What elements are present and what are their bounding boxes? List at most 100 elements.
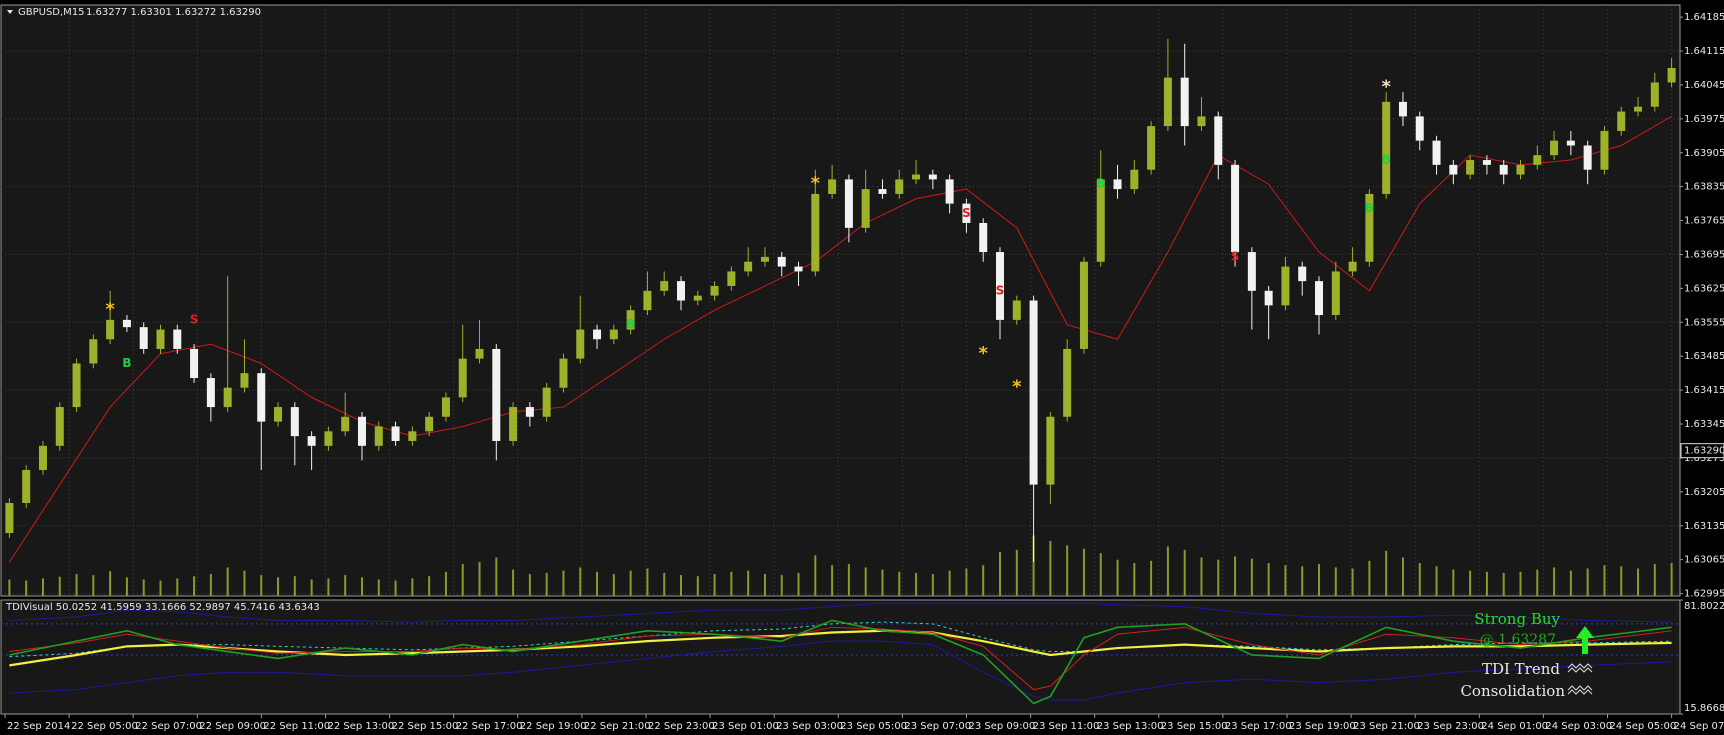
candle-body: [1298, 266, 1307, 282]
candle-body: [945, 179, 954, 204]
indicator-title: TDIVisual 50.0252 41.5959 33.1666 52.989…: [5, 602, 320, 613]
x-tick-label: 22 Sep 13:00: [328, 721, 395, 732]
x-tick-label: 22 Sep 21:00: [584, 721, 651, 732]
x-tick-label: 24 Sep 03:00: [1545, 721, 1612, 732]
candle-body: [525, 407, 534, 417]
x-tick-label: 23 Sep 09:00: [969, 721, 1036, 732]
x-tick-label: 23 Sep 03:00: [776, 721, 843, 732]
y-tick-label: 1.63835: [1684, 182, 1724, 193]
signal: Strong Buy: [1474, 610, 1560, 628]
x-tick-label: 22 Sep 15:00: [392, 721, 459, 732]
y-tick-label: 1.63485: [1684, 351, 1724, 362]
signal-marker: S: [996, 283, 1005, 297]
candle-body: [1281, 266, 1290, 306]
candle-body: [290, 407, 299, 437]
signal-marker: *: [1012, 377, 1022, 398]
x-tick-label: 22 Sep 19:00: [520, 721, 587, 732]
signal-marker: *: [105, 299, 115, 320]
plot-layer: 1.64185 1.64115 1.64045 1.63975 1.63905 1.638…: [1, 5, 1724, 732]
candle-body: [1415, 116, 1424, 141]
quote: 1.63277 1.63301 1.63272 1.63290: [86, 7, 261, 18]
menu-arrow: [7, 10, 13, 14]
candle-body: [1650, 82, 1659, 107]
x-tick-label: 22 Sep 17:00: [456, 721, 523, 732]
candle-body: [593, 329, 602, 340]
candle-body: [391, 426, 400, 441]
signal-marker: S: [962, 206, 971, 220]
candle-body: [1113, 179, 1122, 190]
candle-body: [1147, 126, 1156, 170]
candle-body: [139, 327, 148, 349]
candle-body: [1382, 101, 1391, 194]
candle-body: [1516, 164, 1525, 175]
indicator-line: [9, 619, 1672, 705]
candle-body: [257, 373, 266, 422]
candle-body: [962, 203, 971, 223]
candle-body: [1163, 77, 1172, 127]
candle-body: [1180, 77, 1189, 127]
candle-body: [492, 348, 501, 441]
x-tick-label: 22 Sep 2014: [7, 721, 70, 732]
signal-marker: B: [1382, 153, 1391, 167]
candle-body: [861, 189, 870, 228]
y-tick-label: 15.8668: [1684, 703, 1724, 714]
candle-body: [1667, 67, 1676, 83]
candle-body: [928, 174, 937, 180]
indicator-line: [9, 621, 1672, 658]
candle-body: [1583, 145, 1592, 170]
candle-body: [559, 358, 568, 388]
signal-marker: B: [1365, 201, 1374, 215]
candle-body: [1365, 193, 1374, 262]
candle-body: [878, 189, 887, 194]
candle-body: [1398, 101, 1407, 117]
x-tick-label: 24 Sep 01:00: [1481, 721, 1548, 732]
y-tick-label: 1.64045: [1684, 80, 1724, 91]
candle-body: [1264, 290, 1273, 306]
candle-body: [5, 502, 14, 534]
candle-body: [895, 179, 904, 194]
candle-body: [1012, 300, 1021, 320]
candle-body: [1466, 160, 1475, 175]
indicator-line: [9, 626, 1672, 691]
x-tick-label: 22 Sep 11:00: [263, 721, 330, 732]
y-tick-label: 1.63625: [1684, 283, 1724, 294]
x-tick-label: 23 Sep 11:00: [1033, 721, 1100, 732]
candle-body: [828, 179, 837, 194]
candle-body: [1566, 140, 1575, 146]
candle-body: [979, 222, 988, 253]
y-tick-label: 1.63905: [1684, 148, 1724, 159]
candle-body: [1449, 164, 1458, 175]
candle-body: [38, 445, 47, 471]
x-tick-label: 23 Sep 13:00: [1097, 721, 1164, 732]
x-tick-label: 23 Sep 23:00: [1417, 721, 1484, 732]
candle-body: [22, 470, 31, 503]
candle-body: [1533, 155, 1542, 165]
candle-body: [912, 174, 921, 180]
candle-body: [509, 407, 518, 441]
candle-body: [1499, 164, 1508, 175]
candle-body: [710, 285, 719, 296]
x-tick-label: 23 Sep 15:00: [1161, 721, 1228, 732]
signal-marker: B: [626, 317, 635, 331]
x-tick-label: 23 Sep 01:00: [712, 721, 779, 732]
candle-body: [844, 179, 853, 228]
candle-body: [475, 348, 484, 359]
candle-body: [1046, 416, 1055, 485]
signal-marker: S: [190, 312, 199, 326]
candle-body: [777, 256, 786, 267]
candle-body: [727, 271, 736, 286]
signal-marker: S: [1231, 249, 1240, 263]
candle-body: [1029, 300, 1038, 485]
candle-body: [122, 319, 131, 328]
y-tick-label: 81.8022: [1684, 601, 1724, 612]
candle-body: [660, 281, 669, 291]
signal-marker: *: [811, 173, 821, 194]
candle-body: [1231, 164, 1240, 253]
candle-body: [1214, 116, 1223, 165]
y-tick-label: 1.63135: [1684, 521, 1724, 532]
candle-body: [408, 431, 417, 441]
x-tick-label: 22 Sep 09:00: [199, 721, 266, 732]
candle-body: [794, 266, 803, 272]
candle-body: [1482, 160, 1491, 165]
